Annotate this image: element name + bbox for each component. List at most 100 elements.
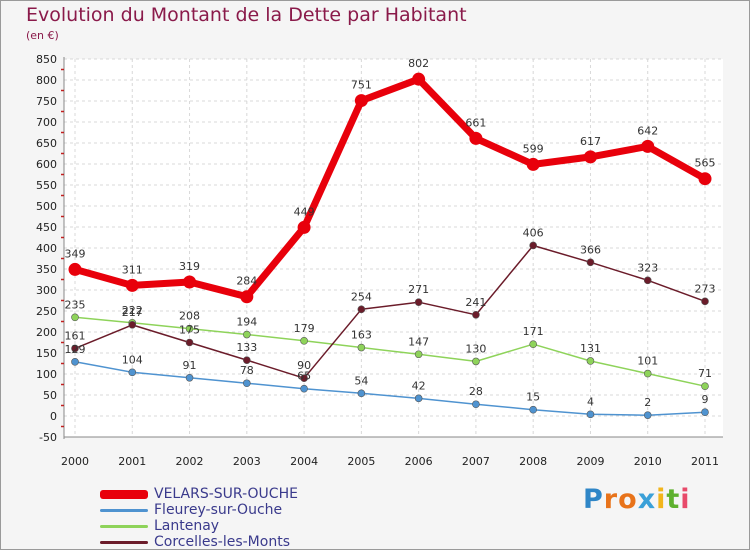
- y-tick-label: 850: [36, 53, 57, 66]
- x-tick-label: 2002: [176, 455, 204, 468]
- x-tick-label: 2009: [576, 455, 604, 468]
- data-point: [300, 374, 308, 383]
- x-tick-label: 2008: [519, 455, 547, 468]
- data-label: 171: [523, 325, 544, 338]
- data-label: 2: [644, 396, 651, 409]
- data-point: [529, 405, 537, 414]
- data-label: 42: [412, 379, 426, 392]
- y-tick-label: 200: [36, 326, 57, 339]
- data-point: [297, 220, 311, 234]
- data-label: 565: [695, 157, 716, 170]
- data-label: 642: [637, 124, 658, 137]
- data-label: 661: [465, 116, 486, 129]
- data-point: [586, 258, 595, 267]
- legend-swatch: [100, 524, 148, 528]
- data-point: [300, 337, 308, 345]
- legend-label: Lantenay: [154, 518, 220, 534]
- y-tick-label: 350: [36, 263, 57, 276]
- data-point: [469, 131, 483, 145]
- data-label: 617: [580, 135, 601, 148]
- legend-swatch: [100, 489, 148, 499]
- data-point: [472, 357, 480, 366]
- data-label: 54: [354, 374, 368, 387]
- data-label: 131: [580, 342, 601, 355]
- data-point: [185, 373, 194, 382]
- series-line: [71, 75, 709, 301]
- data-label: 90: [297, 359, 311, 372]
- x-tick-label: 2006: [405, 455, 433, 468]
- x-tick-label: 2005: [347, 455, 375, 468]
- x-tick-label: 2011: [691, 455, 719, 468]
- legend-swatch: [100, 508, 148, 512]
- data-label: 235: [65, 298, 86, 311]
- data-point: [128, 368, 137, 377]
- y-tick-label: 600: [36, 158, 57, 171]
- data-point: [243, 379, 251, 388]
- data-label: 104: [122, 353, 143, 366]
- data-label: 284: [236, 275, 257, 288]
- data-point: [529, 340, 537, 348]
- logo-letter: P: [583, 484, 604, 515]
- data-label: 4: [587, 395, 594, 408]
- y-tick-label: 750: [36, 95, 57, 108]
- data-label: 208: [179, 310, 200, 323]
- data-label: 71: [698, 367, 712, 380]
- data-point: [701, 382, 709, 390]
- data-point: [357, 343, 366, 352]
- data-point: [643, 369, 652, 378]
- data-label: 147: [408, 335, 429, 348]
- y-tick-label: 300: [36, 284, 57, 297]
- x-tick-label: 2001: [118, 455, 146, 468]
- y-tick-label: 400: [36, 242, 57, 255]
- data-label: 217: [122, 306, 143, 319]
- data-label: 222: [122, 304, 143, 317]
- data-label: 323: [637, 261, 658, 274]
- x-tick-label: 2000: [61, 455, 89, 468]
- y-tick-label: 100: [36, 368, 57, 381]
- data-label: 599: [523, 142, 544, 155]
- x-tick-label: 2007: [462, 455, 490, 468]
- x-tick-label: 2003: [233, 455, 261, 468]
- logo-letter: o: [618, 484, 638, 515]
- data-label: 91: [183, 359, 197, 372]
- data-point: [701, 297, 709, 306]
- data-label: 179: [294, 322, 315, 335]
- data-label: 78: [240, 364, 254, 377]
- data-label: 133: [236, 341, 257, 354]
- data-point: [526, 157, 540, 171]
- y-tick-label: 550: [36, 179, 57, 192]
- y-tick-label: 450: [36, 221, 57, 234]
- data-point: [357, 389, 366, 398]
- data-label: 28: [469, 385, 483, 398]
- data-point: [354, 94, 368, 108]
- data-label: 366: [580, 243, 601, 256]
- x-tick-label: 2010: [634, 455, 662, 468]
- data-label: 241: [465, 296, 486, 309]
- data-label: 254: [351, 290, 372, 303]
- data-label: 65: [297, 370, 311, 383]
- data-label: 130: [465, 342, 486, 355]
- data-label: 319: [179, 260, 200, 273]
- y-tick-label: 50: [43, 389, 57, 402]
- data-label: 175: [179, 324, 200, 337]
- data-point: [586, 357, 595, 365]
- data-label: 161: [65, 329, 86, 342]
- data-point: [414, 298, 423, 306]
- data-label: 15: [526, 391, 540, 404]
- data-label: 273: [695, 282, 716, 295]
- series-line: [74, 244, 706, 379]
- data-point: [128, 321, 137, 329]
- data-point: [472, 310, 480, 319]
- legend-label: VELARS-SUR-OUCHE: [154, 486, 298, 502]
- data-point: [586, 410, 595, 419]
- data-label: 449: [294, 205, 315, 218]
- data-point: [71, 358, 79, 366]
- legend-label: Fleurey-sur-Ouche: [154, 502, 283, 518]
- data-label: 194: [236, 316, 257, 329]
- legend-label: Corcelles-les-Monts: [154, 534, 290, 550]
- data-point: [414, 350, 423, 359]
- y-tick-label: 500: [36, 200, 57, 213]
- data-point: [71, 344, 79, 353]
- data-point: [185, 338, 194, 347]
